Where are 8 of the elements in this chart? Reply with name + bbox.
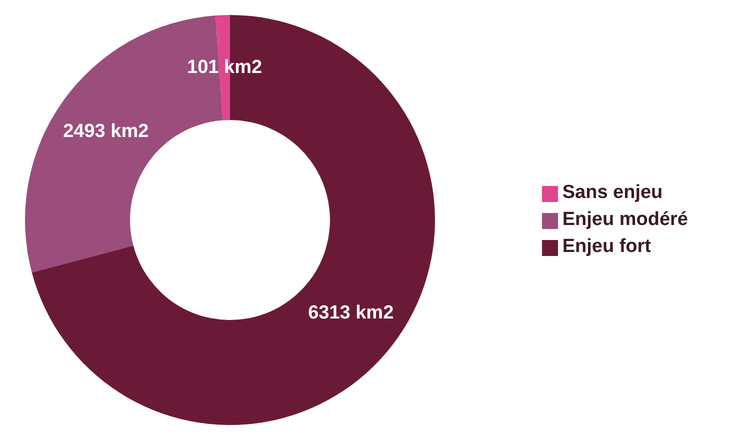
legend-label: Sans enjeu — [562, 182, 663, 203]
legend-label: Enjeu modéré — [562, 209, 688, 230]
legend-label: Enjeu fort — [562, 236, 652, 257]
data-label: 2493 km2 — [63, 120, 149, 142]
donut-slice — [32, 15, 435, 425]
donut-slice — [25, 16, 223, 273]
data-label: 6313 km2 — [308, 302, 394, 324]
data-label: 101 km2 — [187, 57, 262, 78]
